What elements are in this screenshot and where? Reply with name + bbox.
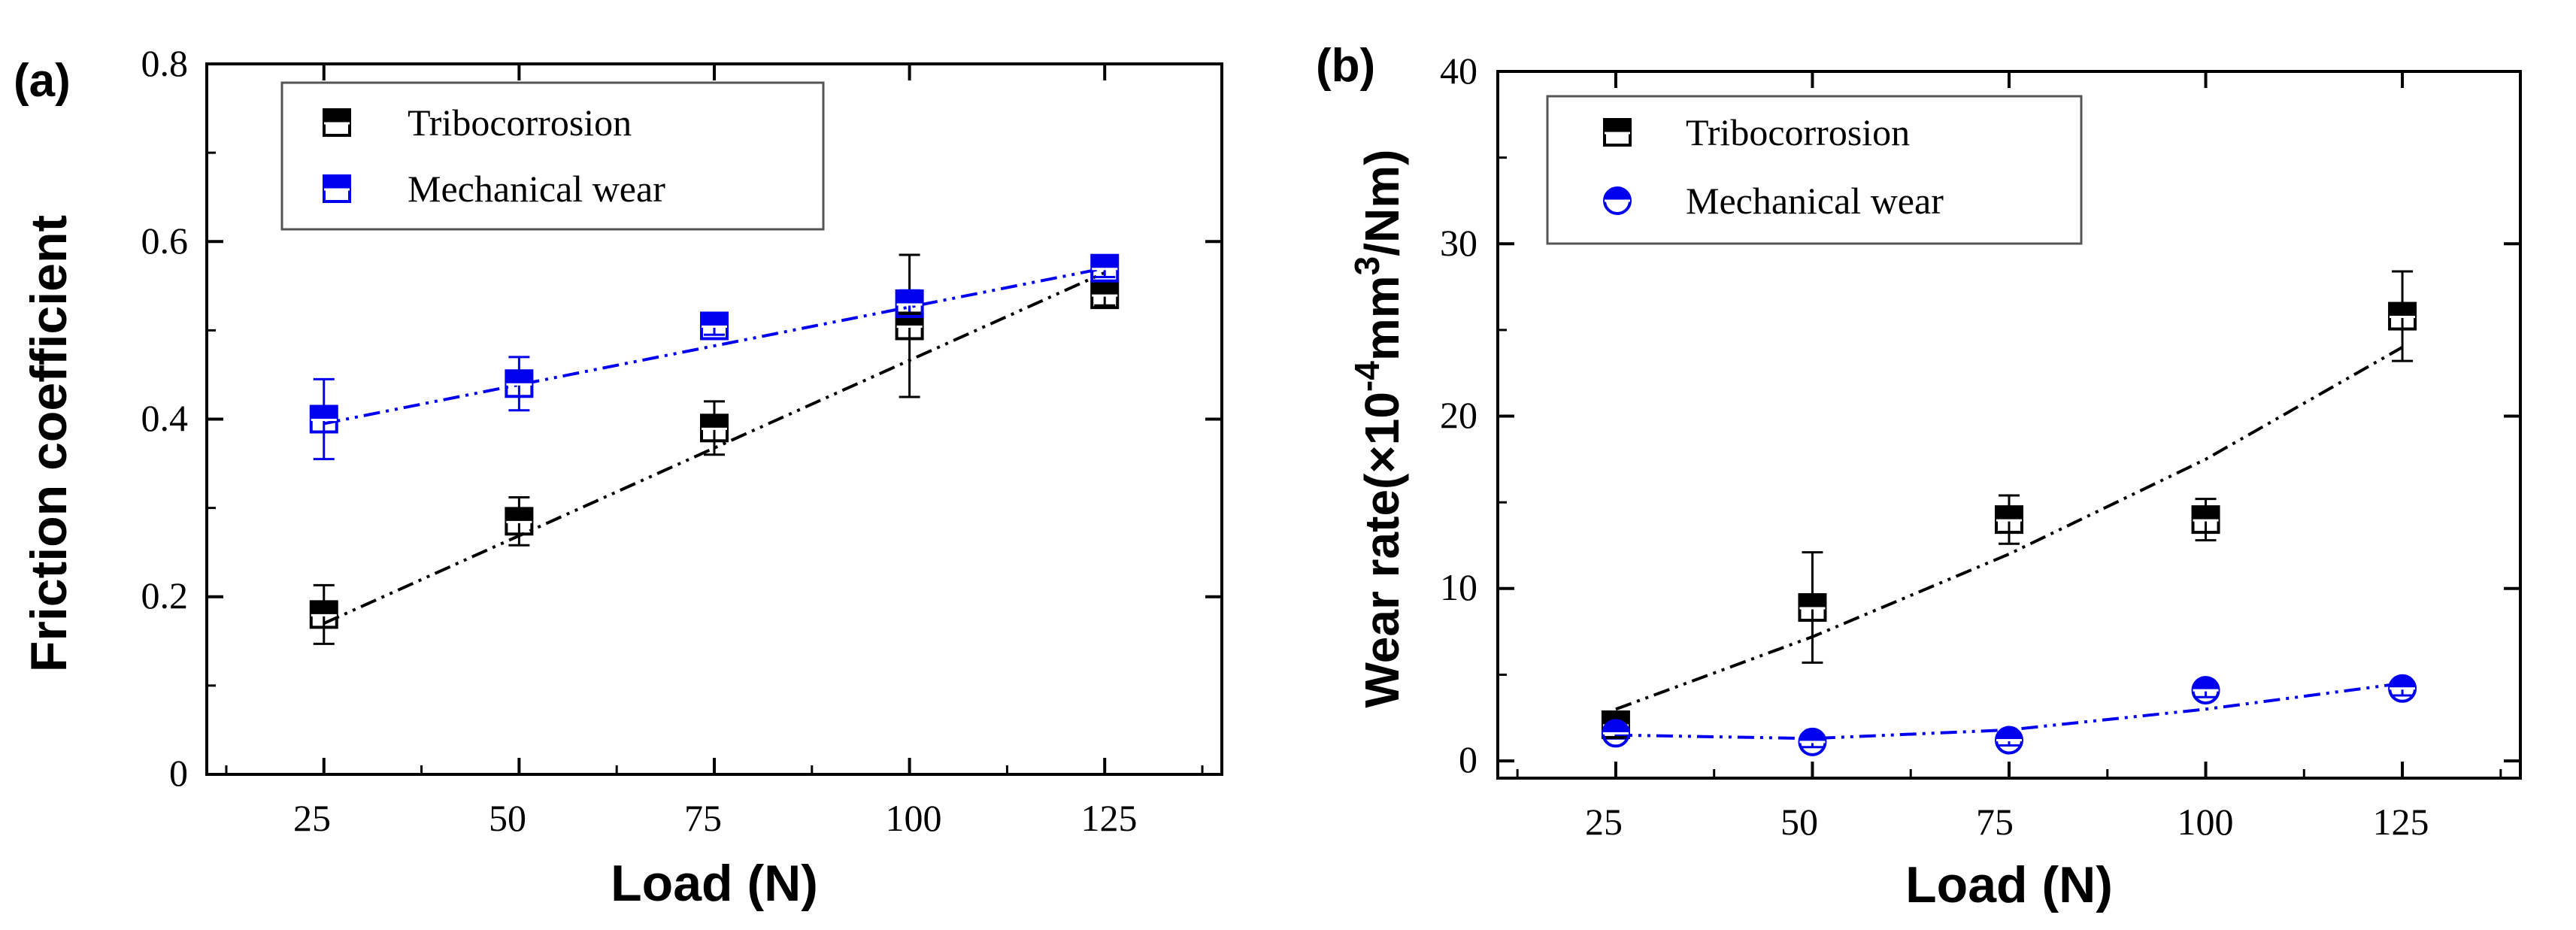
data-point-tribocorrosion [1995, 505, 2023, 535]
data-point-mechanical-wear [2388, 674, 2417, 703]
a-xtick-label: 25 [293, 797, 331, 839]
legend-marker-tribocorrosion [323, 108, 351, 137]
data-point-mechanical-wear [700, 311, 729, 341]
b-y-axis-title-prefix: Wear rate(×10 [1355, 392, 1409, 707]
legend-marker-mechanical-wear-fill [324, 176, 350, 189]
panel-b-label: (b) [1316, 40, 1375, 92]
legend-marker-tribocorrosion-fill [324, 110, 350, 123]
b-ytick-label: 20 [1440, 394, 1477, 436]
b-xtick-label: 100 [2177, 801, 2234, 843]
data-point-mechanical-wear [1601, 719, 1630, 748]
data-point-mechanical-wear [309, 404, 338, 434]
a-ytick-label: 0.6 [141, 220, 189, 262]
fit-line-mechanical-wear [323, 266, 1105, 426]
a-legend-markers [323, 108, 351, 203]
data-point-tribocorrosion-fill [1996, 507, 2022, 520]
a-legend-label-mechanical-wear: Mechanical wear [408, 168, 665, 210]
data-point-mechanical-wear [1995, 726, 2023, 755]
fit-line-tribocorrosion [323, 271, 1106, 626]
data-point-tribocorrosion [2388, 301, 2417, 331]
data-point-tribocorrosion-fill [311, 601, 337, 615]
panel-b-axes [1498, 70, 2520, 778]
data-point-tribocorrosion-fill [506, 508, 532, 522]
a-y-axis-title: Friction coefficient [20, 215, 77, 672]
b-xtick-label: 25 [1585, 801, 1623, 843]
panel-a-axes [207, 62, 1222, 776]
legend-marker-tribocorrosion [1603, 118, 1632, 147]
data-point-mechanical-wear-fill [311, 406, 337, 420]
panel-a-label: (a) [14, 55, 71, 107]
a-x-axis-title: Load (N) [611, 855, 818, 912]
a-xtick-label: 75 [684, 797, 722, 839]
data-point-tribocorrosion [700, 414, 729, 443]
data-point-mechanical-wear [895, 289, 924, 318]
data-point-tribocorrosion [505, 507, 534, 536]
a-xtick-label: 125 [1081, 797, 1138, 839]
data-point-tribocorrosion-fill [1799, 595, 1826, 608]
data-point-tribocorrosion [309, 600, 338, 629]
b-legend-markers [1603, 118, 1632, 215]
legend-marker-mechanical-wear [323, 174, 351, 203]
data-point-mechanical-wear-fill [1092, 255, 1118, 268]
a-xtick-label: 100 [886, 797, 942, 839]
legend-marker-tribocorrosion-fill [1605, 120, 1630, 132]
b-legend-box [1546, 95, 2083, 245]
b-y-axis-title-suffix: /Nm) [1355, 150, 1409, 256]
b-ytick-label: 40 [1440, 50, 1477, 92]
data-point-mechanical-wear [2191, 676, 2220, 705]
a-ytick-label: 0.8 [141, 42, 189, 84]
data-point-tribocorrosion-fill [2390, 303, 2416, 317]
b-legend-label-mechanical-wear: Mechanical wear [1686, 180, 1944, 222]
b-y-axis-title-exponent: -4 [1347, 361, 1386, 392]
a-ytick-label: 0.2 [141, 574, 189, 616]
a-ytick-label: 0.4 [141, 397, 189, 439]
a-legend-box [280, 81, 825, 231]
a-xtick-label: 50 [489, 797, 526, 839]
a-legend-label-tribocorrosion: Tribocorrosion [408, 101, 632, 144]
panel-a-fit-lines [323, 266, 1106, 626]
b-y-axis-title-unit: mm [1355, 275, 1409, 361]
b-legend-label-tribocorrosion: Tribocorrosion [1686, 111, 1910, 153]
data-point-tribocorrosion-fill [702, 415, 727, 429]
b-xtick-label: 50 [1780, 801, 1818, 843]
data-point-tribocorrosion [2191, 505, 2220, 535]
b-x-axis-title: Load (N) [1905, 856, 2113, 913]
panel-b-fit-lines [1615, 346, 2404, 741]
fit-line-mechanical-wear [1615, 681, 2403, 741]
data-point-mechanical-wear [1798, 727, 1827, 756]
data-point-mechanical-wear-fill [506, 371, 532, 384]
panel-b-markers [1601, 301, 2417, 756]
b-xtick-label: 75 [1976, 801, 2014, 843]
data-point-tribocorrosion [1798, 593, 1827, 623]
legend-marker-mechanical-wear [1603, 186, 1632, 215]
b-ytick-label: 10 [1440, 566, 1477, 608]
panel-b: (b) 0 10 20 30 40 25 50 75 100 125 Load … [1316, 40, 2522, 913]
data-point-mechanical-wear [1090, 253, 1120, 283]
b-ytick-label: 30 [1440, 222, 1477, 264]
data-point-mechanical-wear-fill [896, 290, 923, 304]
a-ytick-label: 0 [169, 752, 188, 794]
b-y-axis-title: Wear rate(×10-4mm3/Nm) [1347, 150, 1409, 708]
panel-a: (a) 0 0.2 0.4 0.6 0.8 25 50 75 100 125 L… [14, 42, 1223, 912]
b-ytick-label: 0 [1459, 738, 1477, 780]
data-point-mechanical-wear-fill [702, 313, 727, 326]
data-point-mechanical-wear [505, 369, 534, 398]
b-xtick-label: 125 [2373, 801, 2429, 843]
data-point-tribocorrosion-fill [2193, 507, 2219, 520]
panel-a-markers [309, 253, 1120, 629]
data-point-tribocorrosion-fill [1092, 282, 1118, 295]
b-y-axis-title-cube: 3 [1347, 256, 1386, 276]
